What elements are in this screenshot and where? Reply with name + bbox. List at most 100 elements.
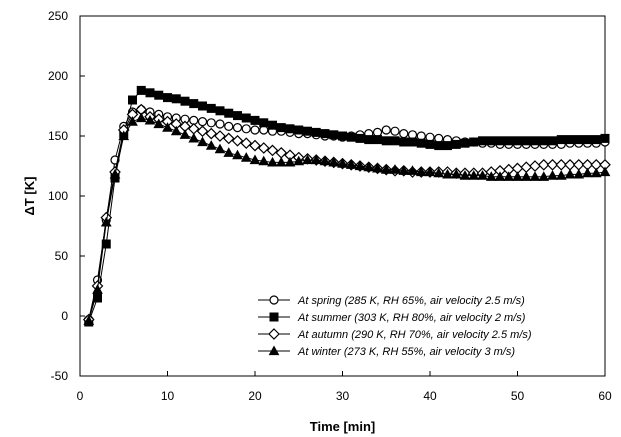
- data-point: [574, 135, 584, 145]
- data-point: [459, 170, 471, 180]
- data-point: [196, 125, 209, 138]
- data-point: [512, 171, 523, 181]
- data-point: [170, 125, 182, 136]
- data-point: [205, 140, 217, 150]
- data-point: [162, 122, 173, 132]
- data-point: [224, 108, 234, 118]
- data-point: [494, 171, 506, 181]
- data-point: [381, 125, 391, 135]
- data-point: [302, 154, 313, 165]
- data-point: [145, 88, 155, 98]
- legend-marker: [268, 328, 280, 340]
- data-point: [338, 131, 347, 141]
- data-point: [442, 168, 453, 179]
- data-point: [337, 158, 348, 168]
- y-tick-label: 50: [55, 249, 69, 263]
- data-point: [224, 121, 234, 132]
- data-point: [573, 168, 585, 179]
- data-point: [513, 136, 522, 146]
- data-point: [433, 167, 445, 178]
- data-point: [319, 155, 331, 166]
- data-point: [232, 149, 243, 160]
- data-point: [197, 136, 208, 147]
- x-tick-label: 30: [336, 389, 350, 403]
- legend-label: At spring (285 K, RH 65%, air velocity 2…: [297, 295, 525, 307]
- data-point: [180, 96, 190, 106]
- data-point: [249, 154, 261, 165]
- data-point: [539, 136, 549, 146]
- data-point: [259, 118, 269, 128]
- legend-marker: [269, 295, 279, 305]
- data-point: [582, 167, 593, 178]
- data-point: [434, 141, 444, 151]
- data-point: [188, 132, 200, 143]
- data-point: [222, 132, 235, 145]
- legend-marker: [269, 312, 279, 322]
- x-tick-label: 40: [423, 389, 437, 403]
- x-tick-label: 60: [598, 389, 612, 403]
- data-point: [250, 125, 260, 135]
- data-point: [198, 101, 207, 111]
- data-point: [258, 155, 270, 166]
- data-point: [144, 114, 156, 125]
- data-point: [591, 135, 601, 145]
- data-point: [346, 132, 356, 142]
- data-point: [135, 112, 147, 123]
- data-point: [529, 160, 541, 172]
- data-point: [118, 130, 130, 141]
- data-point: [546, 158, 559, 171]
- data-point: [390, 136, 400, 146]
- y-tick-label: 250: [48, 9, 68, 23]
- data-point: [503, 171, 515, 181]
- data-point: [556, 135, 566, 145]
- data-point: [599, 166, 611, 177]
- data-point: [416, 138, 426, 148]
- data-point: [214, 143, 226, 154]
- data-point: [530, 136, 540, 146]
- data-point: [267, 156, 278, 167]
- data-point: [128, 95, 137, 105]
- data-point: [163, 93, 172, 103]
- data-point: [538, 171, 550, 181]
- x-axis-label: Time [min]: [310, 419, 376, 434]
- data-point: [398, 165, 410, 175]
- data-point: [451, 139, 461, 149]
- data-point: [206, 118, 216, 128]
- data-point: [240, 137, 253, 150]
- data-point: [450, 168, 462, 179]
- data-point: [241, 113, 251, 123]
- legend-label: At autumn (290 K, RH 70%, air velocity 2…: [297, 329, 532, 341]
- data-point: [329, 130, 339, 140]
- x-tick-label: 0: [77, 389, 84, 403]
- data-point: [520, 161, 533, 174]
- legend-entry: At summer (303 K, RH 80%, air velocity 2…: [258, 312, 526, 324]
- data-point: [469, 137, 479, 147]
- data-point: [275, 146, 288, 159]
- legend-entry: At winter (273 K, RH 55%, air velocity 3…: [258, 345, 515, 358]
- data-point: [276, 123, 286, 133]
- y-tick-label: 200: [48, 69, 68, 83]
- series-3: [83, 112, 611, 325]
- legend-marker: [268, 345, 280, 356]
- data-point: [425, 139, 435, 149]
- data-point: [600, 133, 610, 143]
- data-point: [249, 139, 261, 152]
- y-tick-label: -50: [51, 369, 69, 383]
- data-point: [294, 125, 304, 135]
- data-point: [363, 161, 375, 172]
- data-point: [564, 168, 576, 179]
- data-point: [311, 127, 321, 137]
- data-point: [206, 103, 216, 113]
- data-point: [223, 147, 235, 157]
- data-point: [583, 135, 592, 145]
- data-point: [380, 164, 392, 174]
- x-tick-label: 50: [511, 389, 525, 403]
- data-point: [460, 138, 470, 148]
- data-point: [215, 119, 225, 129]
- data-point: [179, 129, 191, 139]
- data-point: [266, 144, 279, 157]
- legend-entry: At spring (285 K, RH 65%, air velocity 2…: [258, 295, 525, 307]
- y-tick-label: 100: [48, 189, 68, 203]
- data-point: [136, 85, 146, 95]
